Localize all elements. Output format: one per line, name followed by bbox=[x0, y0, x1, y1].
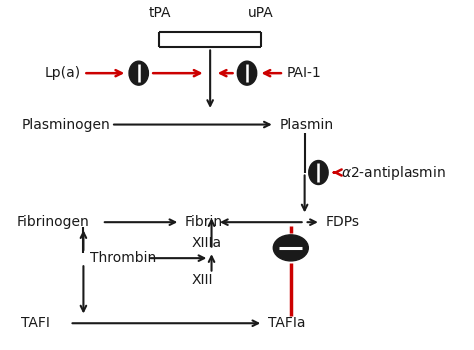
Text: Lp(a): Lp(a) bbox=[44, 66, 81, 80]
Ellipse shape bbox=[309, 161, 328, 184]
Text: Plasminogen: Plasminogen bbox=[21, 118, 110, 132]
Circle shape bbox=[273, 235, 308, 261]
Text: Fibrin: Fibrin bbox=[185, 215, 223, 229]
Text: XIIIa: XIIIa bbox=[191, 236, 222, 250]
Text: Thrombin: Thrombin bbox=[91, 251, 156, 265]
Text: uPA: uPA bbox=[248, 6, 273, 20]
Text: FDPs: FDPs bbox=[325, 215, 359, 229]
Ellipse shape bbox=[237, 61, 257, 85]
Ellipse shape bbox=[129, 61, 148, 85]
Text: PAI-1: PAI-1 bbox=[286, 66, 321, 80]
Text: TAFI: TAFI bbox=[21, 316, 50, 330]
Text: $\alpha$2-antiplasmin: $\alpha$2-antiplasmin bbox=[341, 163, 447, 182]
Text: tPA: tPA bbox=[148, 6, 171, 20]
Text: XIII: XIII bbox=[191, 273, 213, 287]
Text: Fibrinogen: Fibrinogen bbox=[17, 215, 90, 229]
Text: Plasmin: Plasmin bbox=[279, 118, 333, 132]
Text: TAFIa: TAFIa bbox=[268, 316, 305, 330]
